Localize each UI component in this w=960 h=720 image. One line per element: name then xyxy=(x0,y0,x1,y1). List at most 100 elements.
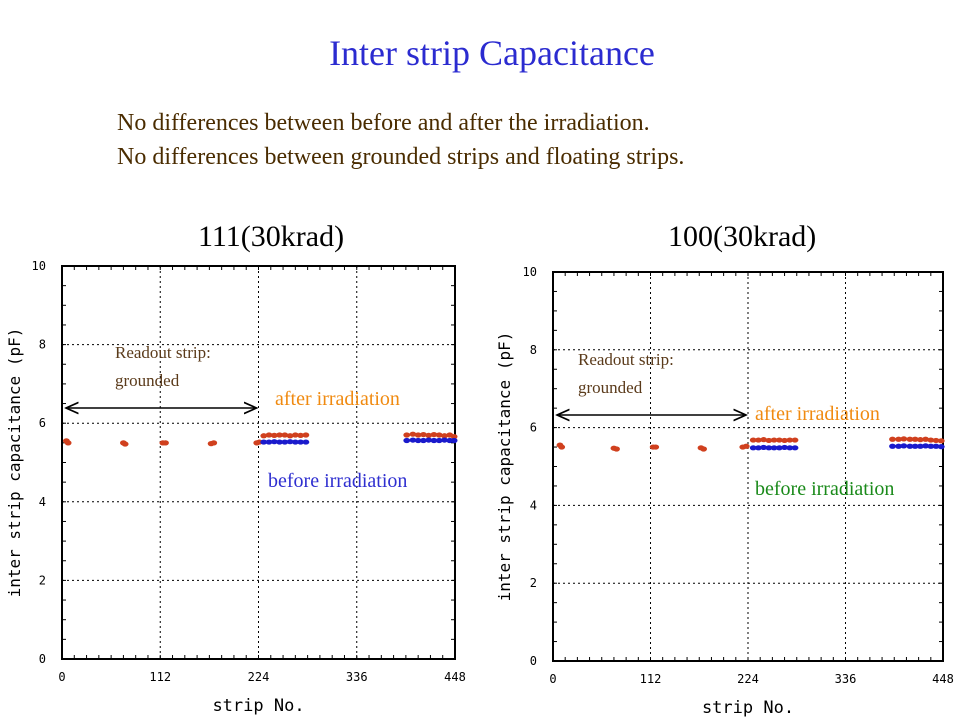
note-line-2: No differences between grounded strips a… xyxy=(117,144,685,170)
chart-1-title: 111(30krad) xyxy=(198,220,345,253)
data-point-after xyxy=(425,432,433,438)
data-point-after xyxy=(613,446,620,452)
data-point-after xyxy=(558,444,566,450)
data-point-after xyxy=(742,443,750,449)
data-point-after xyxy=(162,440,169,446)
data-point-before xyxy=(889,443,896,449)
data-point-after xyxy=(755,437,762,443)
y-tick-label: 6 xyxy=(530,421,537,435)
data-point-before xyxy=(435,437,443,444)
y-tick-label: 8 xyxy=(530,343,537,357)
x-tick-label: 224 xyxy=(737,672,759,686)
x-axis-label: strip No. xyxy=(212,696,304,716)
y-tick-label: 0 xyxy=(39,652,46,666)
data-point-after xyxy=(414,432,422,438)
y-tick-label: 8 xyxy=(39,338,46,352)
data-point-after xyxy=(450,433,458,440)
data-point-before xyxy=(302,439,310,445)
data-point-after xyxy=(906,436,914,442)
readout-annotation-line: Readout strip: xyxy=(578,350,674,369)
data-point-after xyxy=(281,432,289,438)
data-point-before xyxy=(420,437,427,444)
data-point-before xyxy=(765,445,773,451)
data-point-after xyxy=(932,437,940,444)
data-point-before xyxy=(770,445,778,451)
data-point-before xyxy=(286,439,294,445)
x-tick-label: 0 xyxy=(549,672,556,686)
chart-111: 0 112 224 336 448 0 2 4 6 8 10 strip No. inter strip… xyxy=(5,259,466,716)
y-tick-label: 2 xyxy=(530,576,537,590)
data-point-after xyxy=(770,437,778,443)
data-point-before xyxy=(916,443,924,449)
y-tick-label: 2 xyxy=(39,573,46,587)
readout-annotation-line: grounded xyxy=(578,378,643,397)
data-point-before xyxy=(749,445,757,451)
data-point-before xyxy=(403,437,411,444)
data-point-after xyxy=(430,431,438,438)
data-point-before xyxy=(937,444,945,450)
y-tick-label: 6 xyxy=(39,416,46,430)
data-point-before xyxy=(409,437,417,443)
data-point-after xyxy=(937,438,945,444)
y-tick-label: 4 xyxy=(39,495,46,509)
data-point-before xyxy=(291,439,299,445)
data-point-after xyxy=(265,432,273,438)
data-point-after xyxy=(297,432,305,438)
data-point-after xyxy=(260,433,268,439)
data-point-before xyxy=(927,443,935,449)
x-tick-label: 336 xyxy=(346,670,368,684)
series-label-after: after irradiation xyxy=(275,388,400,410)
data-point-after xyxy=(652,444,660,450)
plot-frame xyxy=(552,271,944,662)
data-point-after xyxy=(441,433,448,439)
data-point-after xyxy=(927,437,935,443)
x-axis-label: strip No. xyxy=(702,698,794,718)
data-point-after xyxy=(700,446,708,452)
readout-annotation-line: grounded xyxy=(115,371,180,390)
data-point-before xyxy=(906,443,914,449)
chart-100: 0 112 224 336 448 0 2 4 6 8 10 strip No. inter strip… xyxy=(495,265,954,718)
data-point-before xyxy=(430,437,438,444)
data-point-after xyxy=(302,432,310,438)
data-point-after xyxy=(900,436,908,442)
data-point-after xyxy=(749,437,757,443)
data-point-before xyxy=(441,437,448,443)
data-point-after xyxy=(291,432,299,438)
x-tick-label: 112 xyxy=(149,670,171,684)
data-point-after xyxy=(270,432,278,438)
x-tick-label: 336 xyxy=(835,672,857,686)
y-tick-label: 0 xyxy=(530,654,537,668)
data-point-after xyxy=(64,440,72,446)
x-tick-label: 448 xyxy=(444,670,466,684)
data-point-before xyxy=(450,437,458,444)
data-point-before xyxy=(270,439,278,445)
data-point-after xyxy=(760,437,768,443)
data-point-before xyxy=(260,439,268,445)
data-point-before xyxy=(760,444,768,451)
x-tick-label: 0 xyxy=(58,670,65,684)
data-point-after xyxy=(775,437,783,443)
data-point-before xyxy=(781,444,788,451)
data-point-after xyxy=(403,432,411,438)
data-point-after xyxy=(786,437,794,443)
y-tick-label: 4 xyxy=(530,498,537,512)
data-point-after xyxy=(435,432,443,438)
x-tick-label: 112 xyxy=(640,672,662,686)
data-point-after xyxy=(791,437,799,443)
note-line-1: No differences between before and after … xyxy=(117,110,650,136)
data-point-after xyxy=(916,437,924,443)
chart-2-title: 100(30krad) xyxy=(668,220,817,253)
data-point-before xyxy=(414,437,422,444)
data-point-after xyxy=(765,437,773,444)
data-point-after xyxy=(409,431,417,437)
data-point-after xyxy=(420,431,427,438)
data-point-after xyxy=(895,436,903,442)
data-point-before xyxy=(297,439,305,445)
data-point-before xyxy=(786,445,794,451)
data-point-before xyxy=(755,445,762,451)
y-axis-label: inter strip capacitance (pF) xyxy=(495,332,514,602)
data-point-after xyxy=(121,441,129,447)
y-tick-label: 10 xyxy=(523,265,537,279)
data-point-after xyxy=(286,433,294,439)
data-point-after xyxy=(922,436,929,442)
